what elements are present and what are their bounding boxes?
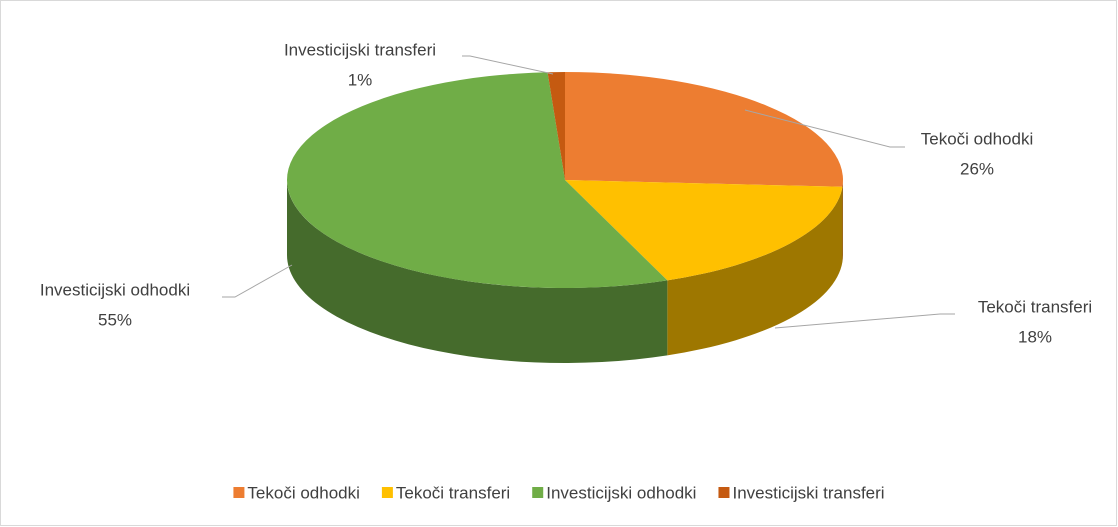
- leader-line: [222, 264, 293, 298]
- slice-side: [287, 180, 668, 363]
- data-label-value: 55%: [98, 310, 132, 329]
- data-label-name: Investicijski odhodki: [40, 280, 190, 299]
- slice: [287, 72, 668, 289]
- slice-side: [842, 180, 843, 262]
- slice-side: [667, 186, 843, 356]
- data-label-name: Investicijski transferi: [284, 40, 436, 59]
- data-label-value: 26%: [960, 159, 994, 178]
- leader-line: [744, 109, 905, 148]
- legend-label: Investicijski odhodki: [546, 483, 696, 502]
- slice: [547, 72, 565, 180]
- data-label-value: 1%: [348, 70, 373, 89]
- legend-label: Tekoči transferi: [396, 483, 510, 502]
- legend-swatch: [718, 487, 730, 498]
- legend-label: Investicijski transferi: [732, 483, 884, 502]
- legend-swatch: [233, 487, 245, 498]
- data-label-name: Tekoči transferi: [978, 297, 1092, 316]
- legend-swatch: [532, 487, 544, 498]
- leader-line: [462, 55, 554, 75]
- slice: [565, 180, 843, 281]
- legend-label: Tekoči odhodki: [247, 483, 359, 502]
- legend: Tekoči odhodki Tekoči transferi Investicij…: [233, 483, 885, 502]
- slice: [565, 72, 843, 187]
- legend-swatch: [381, 487, 393, 498]
- data-label-name: Tekoči odhodki: [921, 129, 1033, 148]
- leader-line: [774, 313, 955, 329]
- data-label-value: 18%: [1018, 327, 1052, 346]
